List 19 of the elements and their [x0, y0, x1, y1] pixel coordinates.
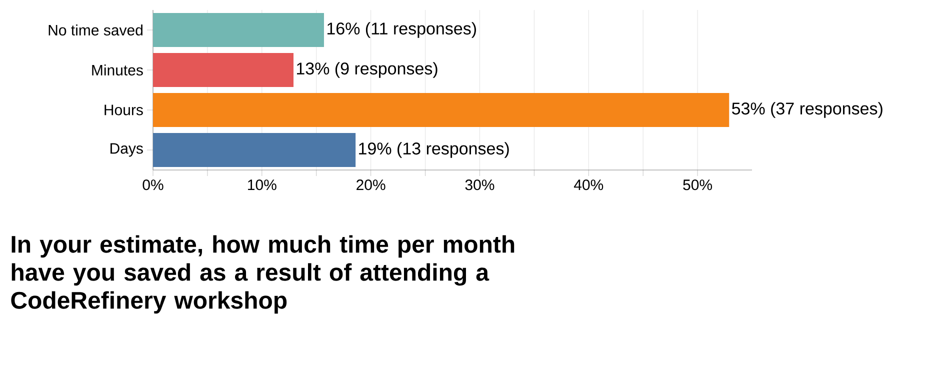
y-tick-label: Minutes: [92, 64, 143, 76]
x-tick-label: 10%: [248, 180, 276, 190]
x-tick-label: 40%: [574, 180, 604, 190]
x-tick-label: 20%: [356, 180, 386, 190]
x-tick-label: 30%: [465, 180, 494, 190]
data-label: 13% (9 responses): [296, 62, 438, 78]
text: In your estimate, how much time per month have you saved as a result of attending a CodeRefinery workshop: [11, 235, 514, 314]
data-label: 53% (37 responses): [732, 102, 882, 118]
bar: [153, 53, 294, 87]
bar: [153, 133, 356, 167]
x-tick-label: 0%: [142, 180, 164, 190]
x-tick-label: 50%: [683, 180, 712, 190]
data-label: 19% (13 responses): [359, 142, 509, 158]
y-tick-label: Days: [110, 143, 143, 157]
y-tick-label: Hours: [104, 104, 143, 116]
data-label: 16% (11 responses): [327, 22, 476, 38]
bar: [153, 93, 730, 127]
bar: [153, 13, 324, 47]
y-tick-label: No time saved: [48, 24, 142, 36]
